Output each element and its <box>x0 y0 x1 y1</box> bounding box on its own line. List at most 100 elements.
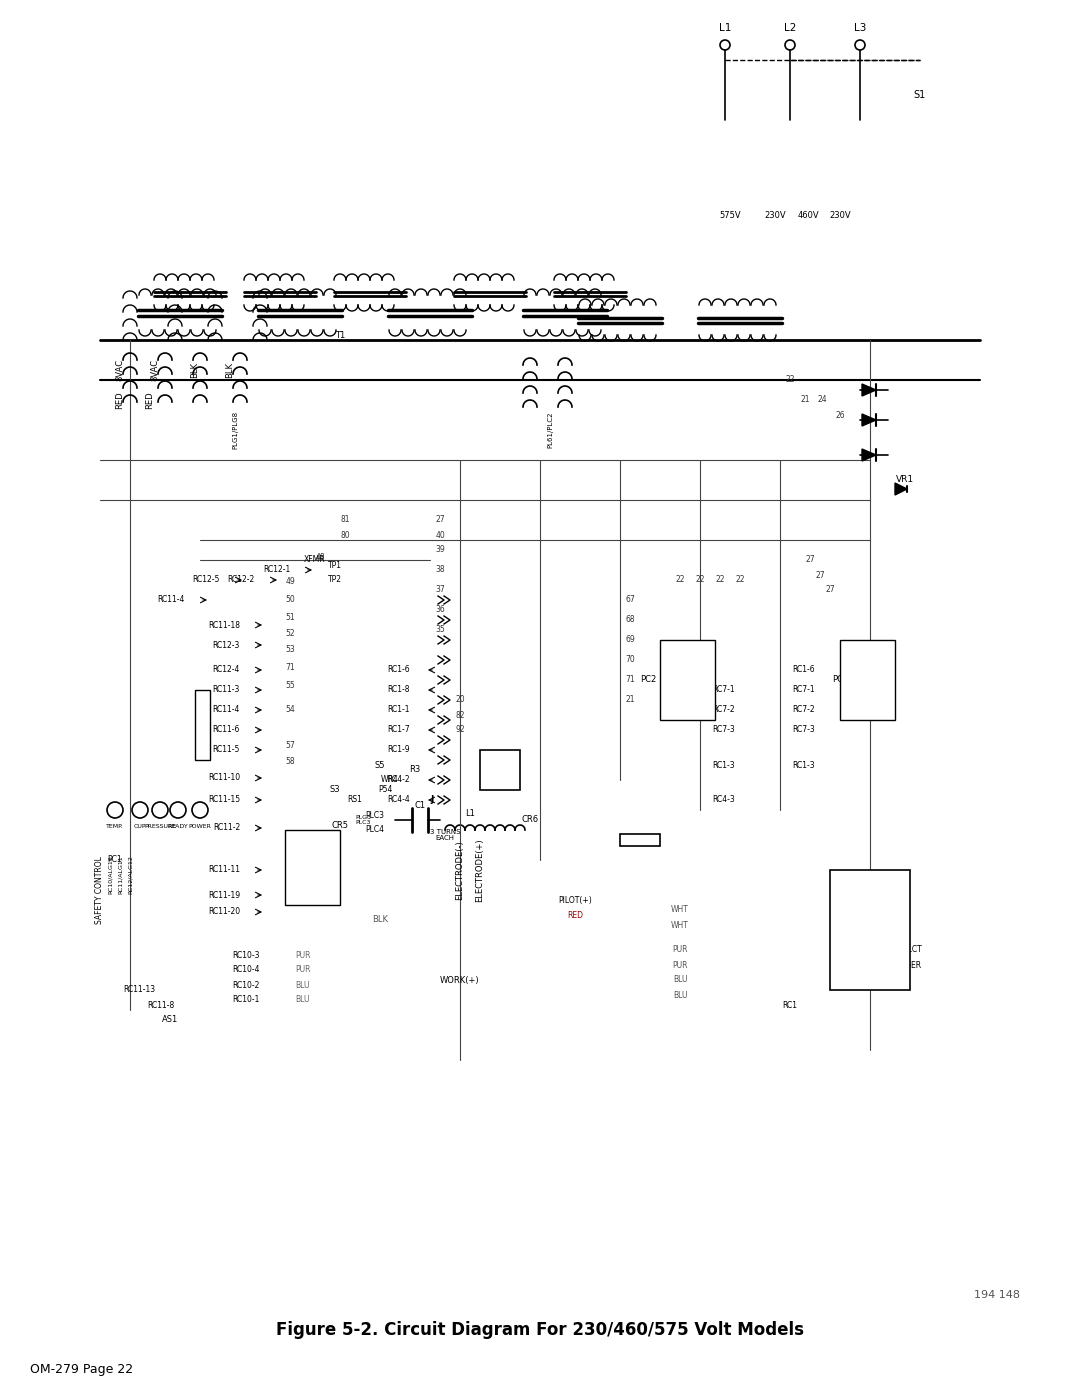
Text: 460V: 460V <box>797 211 819 219</box>
Text: WORK(+): WORK(+) <box>441 975 480 985</box>
Text: RC12-1: RC12-1 <box>262 566 291 574</box>
Text: RC1-6: RC1-6 <box>388 665 410 675</box>
Text: PC3: PC3 <box>832 676 848 685</box>
Text: READY: READY <box>167 823 188 828</box>
Text: 71: 71 <box>625 676 635 685</box>
Text: ELECTRODE(+): ELECTRODE(+) <box>475 838 485 902</box>
Text: 230V: 230V <box>829 211 851 219</box>
Text: 27: 27 <box>825 585 835 595</box>
Text: RC11-6: RC11-6 <box>213 725 240 735</box>
Text: Figure 5-2. Circuit Diagram For 230/460/575 Volt Models: Figure 5-2. Circuit Diagram For 230/460/… <box>276 1322 804 1338</box>
Text: BLU: BLU <box>673 975 687 985</box>
Text: BLK: BLK <box>226 362 234 379</box>
Text: 22: 22 <box>675 576 685 584</box>
Text: S3: S3 <box>329 785 340 795</box>
Text: RC7-2: RC7-2 <box>713 705 735 714</box>
Text: RED: RED <box>116 391 124 409</box>
Text: TORCH
SWITCH: TORCH SWITCH <box>853 921 887 940</box>
Text: AS1: AS1 <box>162 1016 178 1024</box>
Polygon shape <box>862 448 876 461</box>
Text: TIP ELCT: TIP ELCT <box>889 946 921 954</box>
Text: RC11-8: RC11-8 <box>148 1000 175 1010</box>
Text: 27: 27 <box>435 515 445 524</box>
Text: RC11/ALG11: RC11/ALG11 <box>118 856 122 894</box>
Text: TP2: TP2 <box>328 576 342 584</box>
Text: 51: 51 <box>285 613 295 623</box>
Text: R1: R1 <box>634 835 646 845</box>
Text: P54: P54 <box>378 785 392 795</box>
Text: L3: L3 <box>854 22 866 34</box>
Text: RED: RED <box>146 391 154 409</box>
Text: 81: 81 <box>340 515 350 524</box>
Text: PLC4: PLC4 <box>365 826 384 834</box>
Text: 48: 48 <box>315 553 325 563</box>
Bar <box>195 690 210 760</box>
Text: 27: 27 <box>815 570 825 580</box>
Text: RC11-13: RC11-13 <box>123 985 156 995</box>
Text: 67: 67 <box>625 595 635 605</box>
Text: PC1: PC1 <box>108 855 122 865</box>
Text: BLK: BLK <box>372 915 388 925</box>
Text: 35: 35 <box>435 626 445 634</box>
Text: RED: RED <box>567 911 583 919</box>
Text: 37: 37 <box>435 585 445 595</box>
Text: TRIGGER: TRIGGER <box>888 961 922 970</box>
Text: 68: 68 <box>625 616 635 624</box>
Text: 36: 36 <box>435 605 445 615</box>
Text: RC1-6: RC1-6 <box>793 665 815 675</box>
Text: RC1-8: RC1-8 <box>388 686 410 694</box>
Text: RC12-4: RC12-4 <box>213 665 240 675</box>
Text: 52: 52 <box>285 629 295 637</box>
Text: ELECTRODE(-): ELECTRODE(-) <box>456 840 464 900</box>
Text: RC11-4: RC11-4 <box>158 595 185 605</box>
Polygon shape <box>895 483 907 495</box>
Text: RC12-2: RC12-2 <box>228 576 255 584</box>
Text: CONTACTOR: CONTACTOR <box>308 847 316 894</box>
Text: 71: 71 <box>285 664 295 672</box>
Text: RC7-2: RC7-2 <box>793 705 815 714</box>
Text: 194 148: 194 148 <box>974 1289 1020 1301</box>
Text: 69: 69 <box>625 636 635 644</box>
Text: 39: 39 <box>435 545 445 555</box>
Polygon shape <box>862 384 876 395</box>
Text: RC1-3: RC1-3 <box>713 760 735 770</box>
Text: 22: 22 <box>715 576 725 584</box>
Text: PRESSURE: PRESSURE <box>144 823 176 828</box>
Bar <box>660 640 715 719</box>
Text: 92: 92 <box>455 725 464 735</box>
Text: RC11-19: RC11-19 <box>207 890 240 900</box>
Text: 22: 22 <box>785 376 795 384</box>
Text: 80: 80 <box>340 531 350 539</box>
Text: RS1: RS1 <box>348 795 363 805</box>
Text: POWER
CONTROL: POWER CONTROL <box>849 671 886 690</box>
Text: C1: C1 <box>415 800 426 809</box>
Bar <box>831 870 910 990</box>
Text: BLK: BLK <box>190 362 200 379</box>
Text: WR4: WR4 <box>381 775 399 785</box>
Text: S5: S5 <box>375 760 386 770</box>
Text: 53: 53 <box>285 645 295 655</box>
Text: WHT: WHT <box>671 921 689 929</box>
Text: BLU: BLU <box>295 996 310 1004</box>
Text: T1: T1 <box>335 331 346 339</box>
Text: RC7-1: RC7-1 <box>793 686 815 694</box>
Text: 24: 24 <box>818 395 827 405</box>
Text: RC7-3: RC7-3 <box>793 725 815 735</box>
Text: WHT: WHT <box>671 905 689 915</box>
Text: 22: 22 <box>696 576 705 584</box>
Text: PUR: PUR <box>295 965 311 975</box>
Bar <box>620 834 660 847</box>
Text: R3: R3 <box>409 766 420 774</box>
Text: 54: 54 <box>285 705 295 714</box>
Text: 21: 21 <box>800 395 810 405</box>
Polygon shape <box>862 414 876 426</box>
Text: RC11-20: RC11-20 <box>207 908 240 916</box>
Text: 21: 21 <box>625 696 635 704</box>
Bar <box>480 750 519 789</box>
Text: BLU: BLU <box>295 981 310 989</box>
Text: RC11-10: RC11-10 <box>207 774 240 782</box>
Text: TP1: TP1 <box>328 560 342 570</box>
Text: 22: 22 <box>735 576 745 584</box>
Text: COMMAND: COMMAND <box>198 704 206 746</box>
Text: 20: 20 <box>455 696 464 704</box>
